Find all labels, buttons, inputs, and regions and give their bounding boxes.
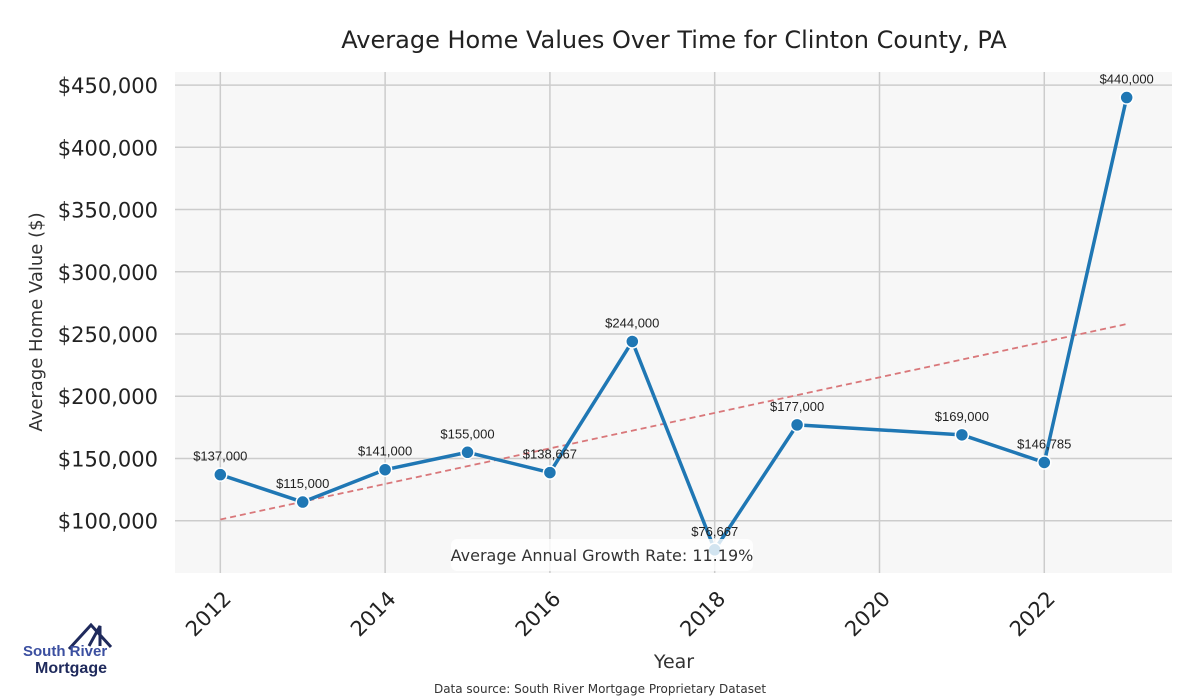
data-point: [377, 462, 393, 477]
y-tick-label: $150,000: [58, 447, 158, 471]
y-tick-label: $450,000: [58, 74, 158, 98]
logo-line1: South River: [23, 643, 108, 660]
data-label: $138,667: [523, 447, 577, 462]
x-tick-label: 2020: [840, 587, 895, 642]
data-label: $440,000: [1100, 72, 1154, 87]
trend-line: [220, 323, 1127, 521]
x-tick-label: 2012: [181, 587, 236, 642]
x-tick-label: 2016: [511, 587, 566, 642]
source-note: Data source: South River Mortgage Propri…: [434, 682, 766, 696]
x-axis-label: Year: [653, 651, 694, 673]
logo-line2: Mortgage: [35, 660, 107, 677]
y-tick-label: $300,000: [58, 261, 158, 285]
annotation-text: Average Annual Growth Rate: 11.19%: [451, 546, 754, 565]
data-label: $169,000: [935, 409, 989, 424]
data-label: $155,000: [440, 426, 494, 441]
x-tick-label: 2014: [346, 587, 401, 642]
data-label: $141,000: [358, 444, 412, 459]
data-label: $244,000: [605, 315, 659, 330]
plot-area: [175, 72, 1172, 573]
y-tick-label: $350,000: [58, 199, 158, 223]
data-point: [1119, 90, 1134, 105]
data-label: $137,000: [193, 449, 247, 464]
logo: South River Mortgage: [20, 620, 115, 680]
chart-title: Average Home Values Over Time for Clinto…: [341, 26, 1007, 54]
y-tick-label: $400,000: [58, 136, 158, 160]
y-tick-label: $200,000: [58, 385, 158, 409]
data-point: [295, 494, 310, 510]
y-axis-label: Average Home Value ($): [26, 212, 47, 431]
data-point: [954, 427, 970, 443]
x-tick-label: 2018: [675, 587, 730, 642]
data-point: [789, 417, 805, 433]
data-point: [460, 445, 475, 460]
annotation-box: [451, 539, 753, 571]
y-tick-label: $250,000: [58, 323, 158, 347]
y-tick-label: $100,000: [58, 510, 158, 534]
data-point: [213, 467, 228, 482]
data-label: $115,000: [276, 476, 329, 491]
data-point: [625, 334, 640, 349]
data-point: [1037, 455, 1052, 470]
data-label: $177,000: [770, 399, 824, 414]
house-icon: [67, 622, 113, 651]
data-label: $146,785: [1017, 436, 1071, 451]
data-point: [542, 465, 558, 480]
x-tick-label: 2022: [1005, 587, 1060, 642]
data-label: $76,667: [691, 524, 738, 539]
